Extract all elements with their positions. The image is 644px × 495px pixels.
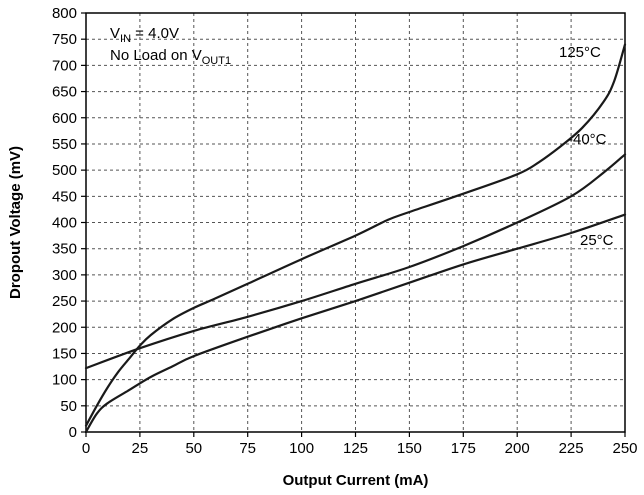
load-subscript: OUT1	[202, 55, 231, 67]
y-tick-label-200: 200	[52, 319, 77, 336]
series-label-25c: 25°C	[580, 232, 614, 249]
x-tick-label-175: 175	[451, 440, 476, 457]
y-tick-label-400: 400	[52, 215, 77, 232]
vin-annotation: VIN = 4.0V	[110, 25, 179, 45]
series-label-minus40c: -40°C	[568, 131, 607, 148]
x-tick-label-50: 50	[185, 440, 202, 457]
x-tick-label-100: 100	[289, 440, 314, 457]
x-tick-label-200: 200	[505, 440, 530, 457]
load-prefix: No Load on V	[110, 47, 202, 64]
x-tick-label-125: 125	[343, 440, 368, 457]
x-tick-label-25: 25	[132, 440, 149, 457]
y-tick-label-100: 100	[52, 372, 77, 389]
y-tick-label-50: 50	[60, 398, 77, 415]
y-tick-label-800: 800	[52, 5, 77, 22]
vin-value: = 4.0V	[131, 25, 179, 42]
load-annotation: No Load on VOUT1	[110, 47, 231, 67]
vin-subscript: IN	[120, 33, 131, 45]
y-tick-label-500: 500	[52, 162, 77, 179]
series-label-125c: 125°C	[559, 44, 601, 61]
y-tick-label-250: 250	[52, 293, 77, 310]
y-axis-title: Dropout Voltage (mV)	[7, 146, 24, 299]
grid	[86, 13, 625, 432]
y-tick-label-150: 150	[52, 345, 77, 362]
y-tick-label-650: 650	[52, 84, 77, 101]
y-tick-label-600: 600	[52, 110, 77, 127]
y-tick-label-0: 0	[69, 424, 77, 441]
x-tick-label-225: 225	[559, 440, 584, 457]
series-group	[84, 43, 627, 434]
x-axis-title: Output Current (mA)	[283, 472, 429, 489]
y-tick-label-350: 350	[52, 241, 77, 258]
y-tick-label-550: 550	[52, 136, 77, 153]
x-tick-label-0: 0	[82, 440, 90, 457]
x-tick-label-75: 75	[239, 440, 256, 457]
series-line-minus40c	[84, 153, 627, 370]
y-tick-label-700: 700	[52, 57, 77, 74]
vin-prefix: V	[110, 25, 120, 42]
series-line-125c	[84, 43, 627, 427]
x-tick-label-250: 250	[612, 440, 637, 457]
y-tick-label-750: 750	[52, 31, 77, 48]
y-tick-label-450: 450	[52, 188, 77, 205]
tick-labels: 0 25 50 75 100 125 150 175 200 225 250 0 50 100 150 200…	[52, 5, 638, 457]
series-line-25c	[84, 213, 627, 434]
y-tick-label-300: 300	[52, 267, 77, 284]
x-tick-label-150: 150	[397, 440, 422, 457]
